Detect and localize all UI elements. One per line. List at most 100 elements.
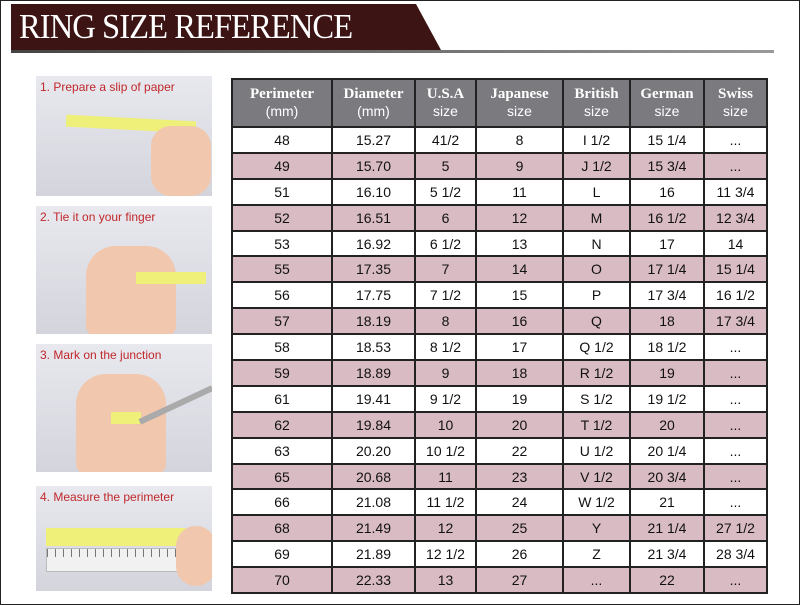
table-cell: 5 <box>414 151 477 180</box>
table-cell: Y <box>562 514 631 543</box>
table-cell: 19 <box>475 384 564 413</box>
hand-image <box>86 246 176 334</box>
table-cell: Q <box>562 307 631 336</box>
table-cell: 16 1/2 <box>703 281 768 310</box>
table-cell: 13 <box>414 566 477 595</box>
header-label: U.S.A <box>426 86 465 102</box>
table-cell: 69 <box>231 540 333 569</box>
table-cell: 21 3/4 <box>629 540 705 569</box>
table-cell: 14 <box>703 229 768 258</box>
table-cell: L <box>562 177 631 206</box>
table-cell: ... <box>703 126 768 154</box>
table-cell: 20 <box>475 410 564 439</box>
table-cell: 25 <box>475 514 564 543</box>
table-row: 58 18.53 8 1/2 17 Q 1/2 18 1/2... <box>231 333 768 362</box>
table-cell: 22 <box>629 566 705 595</box>
table-cell: 15.70 <box>331 151 416 180</box>
table-cell: ... <box>703 436 768 465</box>
table-cell: Z <box>562 540 631 569</box>
table-cell: 7 <box>414 255 477 284</box>
table-cell: 58 <box>231 333 333 362</box>
table-cell: 12 1/2 <box>414 540 477 569</box>
table-cell: 14 <box>475 255 564 284</box>
table-cell: M <box>562 203 631 232</box>
table-cell: 53 <box>231 229 333 258</box>
hand-image <box>151 126 211 196</box>
table-cell: 59 <box>231 359 333 387</box>
table-cell: 16.92 <box>331 229 416 258</box>
table-cell: 57 <box>231 307 333 336</box>
ring-size-table: Perimeter (mm) Diameter (mm) U.S.A size Japane… <box>231 78 768 595</box>
title-banner <box>11 4 441 50</box>
table-row: 55 17.35 7 14 O 17 1/4 15 1/4 <box>231 255 768 284</box>
table-row: 48 15.27 41/2 8 I 1/2 15 1/4... <box>231 126 768 154</box>
table-cell: 11 1/2 <box>414 488 477 517</box>
table-cell: 6 1/2 <box>414 229 477 258</box>
table-cell: ... <box>703 359 768 387</box>
table-cell: 18 <box>629 307 705 336</box>
header-label: Perimeter <box>249 86 315 102</box>
table-row: 56 17.75 7 1/2 15 P 17 3/4 16 1/2 <box>231 281 768 310</box>
table-row: 49 15.70 5 9 J 1/2 15 3/4... <box>231 151 768 180</box>
column-header: U.S.A size <box>414 78 477 128</box>
step-label: 2. Tie it on your finger <box>40 210 156 224</box>
header-label: British <box>574 86 619 102</box>
step-label: 1. Prepare a slip of paper <box>40 80 175 94</box>
table-cell: 21 <box>629 488 705 517</box>
table-cell: 21 1/4 <box>629 514 705 543</box>
table-cell: ... <box>703 151 768 180</box>
table-cell: ... <box>703 333 768 362</box>
table-cell: 19.41 <box>331 384 416 413</box>
table-cell: ... <box>703 488 768 517</box>
table-cell: 16.10 <box>331 177 416 206</box>
step-mark-junction: 3. Mark on the junction <box>36 344 212 472</box>
table-cell: R 1/2 <box>562 359 631 387</box>
table-row: 69 21.89 12 1/2 26 Z 21 3/4 28 3/4 <box>231 540 768 569</box>
table-cell: 18.19 <box>331 307 416 336</box>
table-cell: 20.68 <box>331 462 416 491</box>
table-cell: 9 <box>475 151 564 180</box>
table-row: 62 19.84 10 20 T 1/2 20... <box>231 410 768 439</box>
hand-image <box>176 526 212 586</box>
table-cell: T 1/2 <box>562 410 631 439</box>
table-row: 65 20.68 11 23 V 1/2 20 3/4... <box>231 462 768 491</box>
table-cell: 21.89 <box>331 540 416 569</box>
table-cell: 8 1/2 <box>414 333 477 362</box>
table-cell: W 1/2 <box>562 488 631 517</box>
step-label: 4. Measure the perimeter <box>40 490 175 504</box>
paper-strip-image <box>111 412 141 424</box>
step-tie-finger: 2. Tie it on your finger <box>36 206 212 334</box>
table-cell: 18.53 <box>331 333 416 362</box>
column-header: Japanese size <box>475 78 564 128</box>
table-cell: 19.84 <box>331 410 416 439</box>
header-unit: size <box>433 103 458 119</box>
table-cell: S 1/2 <box>562 384 631 413</box>
table-cell: 63 <box>231 436 333 465</box>
header-unit: size <box>507 103 532 119</box>
column-header: Swiss size <box>703 78 768 128</box>
table-cell: 12 <box>414 514 477 543</box>
table-cell: 48 <box>231 126 333 154</box>
table-cell: N <box>562 229 631 258</box>
table-cell: 41/2 <box>414 126 477 154</box>
table-cell: 17 <box>629 229 705 258</box>
table-cell: 55 <box>231 255 333 284</box>
table-cell: 15 1/4 <box>629 126 705 154</box>
table-cell: 20 <box>629 410 705 439</box>
table-cell: 8 <box>414 307 477 336</box>
table-cell: 66 <box>231 488 333 517</box>
table-cell: 17.35 <box>331 255 416 284</box>
table-cell: 27 <box>475 566 564 595</box>
table-cell: 18.89 <box>331 359 416 387</box>
table-cell: O <box>562 255 631 284</box>
divider <box>11 50 774 53</box>
table-cell: 17 1/4 <box>629 255 705 284</box>
header-label: Swiss <box>717 86 754 102</box>
table-cell: 61 <box>231 384 333 413</box>
table-cell: 9 <box>414 359 477 387</box>
table-cell: 7 1/2 <box>414 281 477 310</box>
table-cell: ... <box>562 566 631 595</box>
table-row: 59 18.89 9 18 R 1/2 19... <box>231 359 768 387</box>
table-cell: 28 3/4 <box>703 540 768 569</box>
table-cell: 15 <box>475 281 564 310</box>
